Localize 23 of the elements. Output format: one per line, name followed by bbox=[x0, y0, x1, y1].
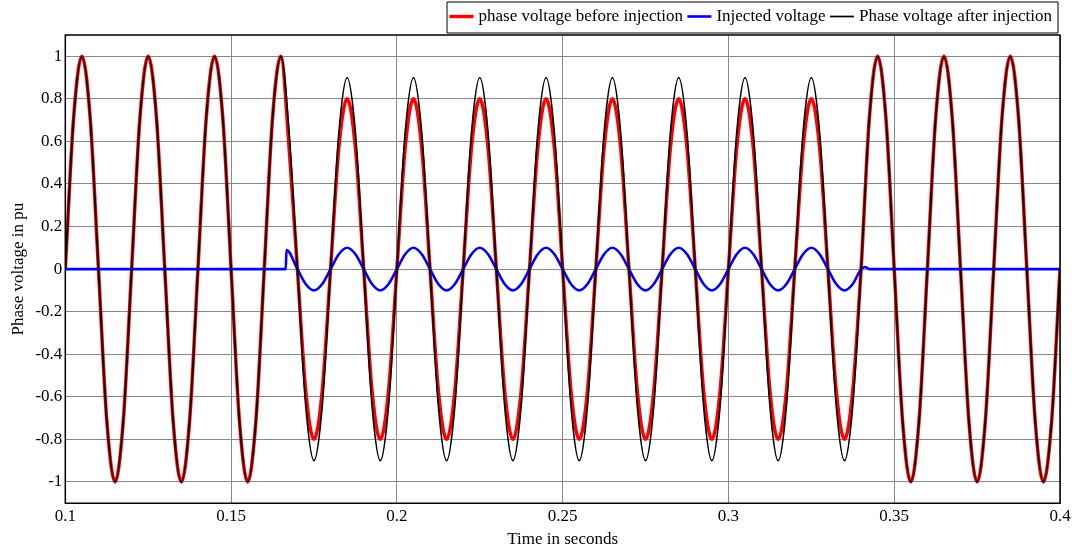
x-tick-label: 0.3 bbox=[717, 505, 740, 525]
y-tick-label: -0.6 bbox=[35, 386, 63, 406]
legend-label: Phase voltage after injection bbox=[858, 5, 1053, 25]
y-tick-label: 0 bbox=[53, 258, 63, 278]
x-tick-label: 0.15 bbox=[216, 505, 246, 525]
y-tick-label: -0.4 bbox=[35, 343, 63, 363]
y-axis-title: Phase voltage in pu bbox=[7, 202, 27, 336]
y-tick-label: 1 bbox=[53, 45, 63, 65]
legend-label: phase voltage before injection bbox=[478, 5, 684, 25]
legend-label: Injected voltage bbox=[716, 5, 826, 25]
y-tick-label: 0.4 bbox=[41, 173, 63, 193]
y-tick-label: -0.2 bbox=[35, 301, 63, 321]
x-tick-label: 0.4 bbox=[1049, 505, 1072, 525]
y-tick-label: 0.6 bbox=[41, 130, 63, 150]
x-tick-label: 0.1 bbox=[54, 505, 76, 525]
y-tick-label: 0.8 bbox=[41, 88, 63, 108]
y-tick-label: -0.8 bbox=[35, 428, 63, 448]
x-tick-label: 0.25 bbox=[547, 505, 578, 525]
x-axis-title: Time in seconds bbox=[507, 529, 619, 549]
x-tick-label: 0.35 bbox=[879, 505, 910, 525]
y-tick-label: 0.2 bbox=[41, 216, 63, 236]
x-tick-label: 0.2 bbox=[386, 505, 408, 525]
y-tick-label: -1 bbox=[48, 471, 63, 491]
